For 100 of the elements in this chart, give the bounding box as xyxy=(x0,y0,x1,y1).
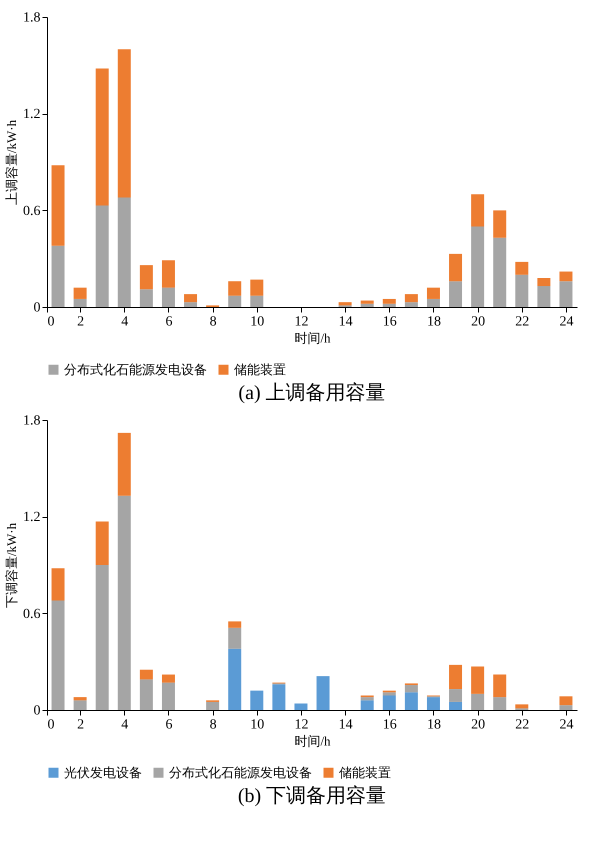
bar xyxy=(360,697,374,700)
x-tick-label: 6 xyxy=(165,718,172,732)
bar xyxy=(559,281,572,307)
x-tick-label: 0 xyxy=(48,718,54,732)
bar xyxy=(140,265,153,290)
bar xyxy=(96,522,109,565)
bar xyxy=(74,700,87,710)
bar xyxy=(250,296,264,307)
bar xyxy=(52,568,65,600)
x-tick-label: 4 xyxy=(121,314,128,330)
bar xyxy=(96,565,109,710)
bar xyxy=(228,621,242,628)
bar xyxy=(228,281,242,296)
legend-label: 光伏发电设备 xyxy=(64,764,142,780)
bar xyxy=(449,702,462,710)
bar xyxy=(404,685,418,692)
y-tick-label: 1.2 xyxy=(23,107,40,122)
bar xyxy=(449,281,462,307)
y-axis-title: 上调容量/kW·h xyxy=(4,119,19,206)
y-tick-label: 0 xyxy=(34,704,40,718)
x-tick-label: 2 xyxy=(77,314,84,330)
bar xyxy=(382,298,396,304)
x-tick-label: 8 xyxy=(210,314,217,330)
bar xyxy=(360,304,374,307)
bar xyxy=(228,648,242,710)
x-tick-label: 8 xyxy=(210,718,217,732)
bar xyxy=(537,286,550,307)
bar xyxy=(118,496,131,710)
x-tick-label: 22 xyxy=(515,314,530,330)
bar xyxy=(162,682,175,710)
legend-label: 储能装置 xyxy=(234,362,286,377)
x-tick-label: 6 xyxy=(165,314,172,330)
bar xyxy=(449,664,462,690)
x-tick-label: 10 xyxy=(250,314,264,330)
bar xyxy=(316,676,330,710)
bar xyxy=(140,679,153,710)
bar xyxy=(118,197,131,307)
y-tick-label: 0 xyxy=(34,300,40,316)
x-tick-label: 20 xyxy=(471,718,486,732)
bar xyxy=(493,674,506,698)
x-tick-label: 2 xyxy=(77,718,84,732)
bar xyxy=(228,628,242,649)
bar xyxy=(559,272,572,282)
y-tick-label: 1.8 xyxy=(23,414,40,428)
y-tick-label: 0.6 xyxy=(23,606,40,622)
bar xyxy=(294,704,308,710)
bar xyxy=(162,288,175,307)
bar xyxy=(382,304,396,307)
bar xyxy=(206,702,220,710)
legend-label: 分布式化石能源发电设备 xyxy=(169,764,312,780)
bar xyxy=(338,302,352,306)
y-tick-label: 1.8 xyxy=(23,10,40,26)
bar xyxy=(96,206,109,307)
bar xyxy=(404,302,418,307)
bar xyxy=(140,289,153,307)
x-tick-label: 16 xyxy=(382,314,397,330)
y-axis-title: 下调容量/kW·h xyxy=(4,522,19,608)
bar xyxy=(184,302,198,307)
x-tick-label: 12 xyxy=(294,718,308,732)
bar xyxy=(272,684,286,710)
bar xyxy=(162,260,175,288)
bar xyxy=(515,274,528,307)
x-axis-title: 时间/h xyxy=(294,330,332,346)
text: (b) 下调备用容量 xyxy=(238,785,386,807)
bar xyxy=(426,298,440,307)
bar xyxy=(537,278,550,286)
x-tick-label: 24 xyxy=(559,718,574,732)
bar xyxy=(449,254,462,282)
y-tick-label: 1.2 xyxy=(23,510,40,526)
x-tick-label: 24 xyxy=(559,314,574,330)
bar xyxy=(515,704,528,708)
x-tick-label: 18 xyxy=(426,314,441,330)
bar xyxy=(449,689,462,702)
x-tick-label: 12 xyxy=(294,314,308,330)
bar xyxy=(74,288,87,299)
y-tick-label: 0.6 xyxy=(23,204,40,219)
bar xyxy=(559,696,572,706)
bar xyxy=(493,210,506,238)
bar xyxy=(471,194,484,226)
bar xyxy=(118,432,131,496)
bar xyxy=(382,692,396,696)
bar xyxy=(471,694,484,710)
bar xyxy=(52,600,65,710)
bar xyxy=(515,262,528,275)
bar xyxy=(118,49,131,198)
x-tick-label: 18 xyxy=(426,718,441,732)
bar xyxy=(493,697,506,710)
bar xyxy=(250,690,264,710)
bar xyxy=(52,246,65,307)
bar xyxy=(74,697,87,700)
bar xyxy=(184,294,198,302)
bar xyxy=(162,674,175,683)
x-tick-label: 4 xyxy=(121,718,128,732)
bar xyxy=(250,280,264,296)
bar xyxy=(360,700,374,710)
x-tick-label: 20 xyxy=(471,314,486,330)
bar xyxy=(404,692,418,710)
bar xyxy=(228,296,242,307)
bar xyxy=(426,288,440,299)
bar xyxy=(426,697,440,710)
